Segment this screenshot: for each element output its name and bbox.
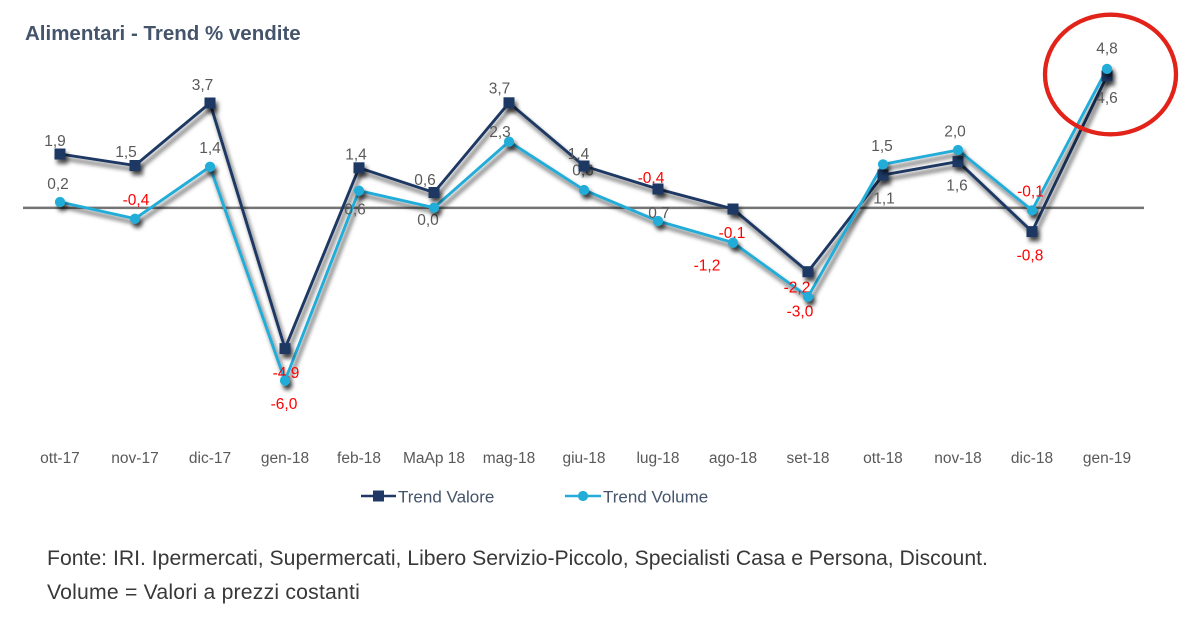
svg-text:mag-18: mag-18	[483, 450, 536, 467]
svg-text:0,6: 0,6	[344, 201, 366, 218]
svg-text:-6,0: -6,0	[271, 396, 298, 413]
svg-text:2,3: 2,3	[489, 124, 511, 141]
svg-text:-0,1: -0,1	[719, 225, 746, 242]
svg-text:ott-18: ott-18	[863, 450, 903, 467]
svg-text:0,6: 0,6	[414, 172, 436, 189]
svg-text:ago-18: ago-18	[709, 450, 757, 467]
svg-text:Volume = Valori a prezzi costa: Volume = Valori a prezzi costanti	[47, 581, 360, 604]
svg-text:Alimentari - Trend % vendite: Alimentari - Trend % vendite	[25, 22, 301, 45]
svg-text:-0,4: -0,4	[123, 192, 150, 209]
svg-text:nov-18: nov-18	[934, 450, 981, 467]
svg-text:1,4: 1,4	[199, 140, 221, 157]
svg-text:-4,9: -4,9	[273, 365, 300, 382]
svg-text:3,7: 3,7	[489, 81, 511, 98]
svg-text:0,0: 0,0	[417, 212, 439, 229]
svg-text:-3,0: -3,0	[787, 304, 814, 321]
svg-text:lug-18: lug-18	[636, 450, 679, 467]
svg-text:Trend Valore: Trend Valore	[398, 488, 494, 507]
svg-text:1,6: 1,6	[946, 178, 968, 195]
svg-text:2,0: 2,0	[944, 124, 966, 141]
svg-text:0,7: 0,7	[648, 205, 670, 222]
svg-text:1,5: 1,5	[871, 138, 893, 155]
svg-text:gen-18: gen-18	[261, 450, 309, 467]
svg-text:giu-18: giu-18	[562, 450, 605, 467]
svg-text:1,4: 1,4	[345, 147, 367, 164]
svg-text:-1,2: -1,2	[694, 258, 721, 275]
svg-text:feb-18: feb-18	[337, 450, 381, 467]
svg-text:dic-17: dic-17	[189, 450, 231, 467]
svg-text:1,1: 1,1	[873, 191, 895, 208]
svg-text:3,7: 3,7	[192, 77, 214, 94]
svg-text:-0,4: -0,4	[638, 170, 665, 187]
svg-text:Fonte: IRI. Ipermercati, Super: Fonte: IRI. Ipermercati, Supermercati, L…	[47, 547, 988, 570]
svg-text:set-18: set-18	[786, 450, 829, 467]
svg-text:4,6: 4,6	[1096, 90, 1118, 107]
svg-text:1,9: 1,9	[44, 133, 66, 150]
svg-text:nov-17: nov-17	[111, 450, 158, 467]
svg-text:1,5: 1,5	[115, 144, 137, 161]
svg-text:gen-19: gen-19	[1083, 450, 1131, 467]
svg-text:-2,2: -2,2	[784, 280, 811, 297]
svg-text:4,8: 4,8	[1096, 41, 1118, 58]
svg-text:-0,1: -0,1	[1017, 184, 1044, 201]
svg-text:ott-17: ott-17	[40, 450, 80, 467]
svg-text:MaAp 18: MaAp 18	[403, 450, 465, 467]
svg-text:Trend Volume: Trend Volume	[603, 488, 708, 507]
svg-text:dic-18: dic-18	[1011, 450, 1053, 467]
svg-text:-0,8: -0,8	[1017, 247, 1044, 264]
svg-text:1,4: 1,4	[568, 146, 590, 163]
svg-text:0,2: 0,2	[47, 176, 69, 193]
